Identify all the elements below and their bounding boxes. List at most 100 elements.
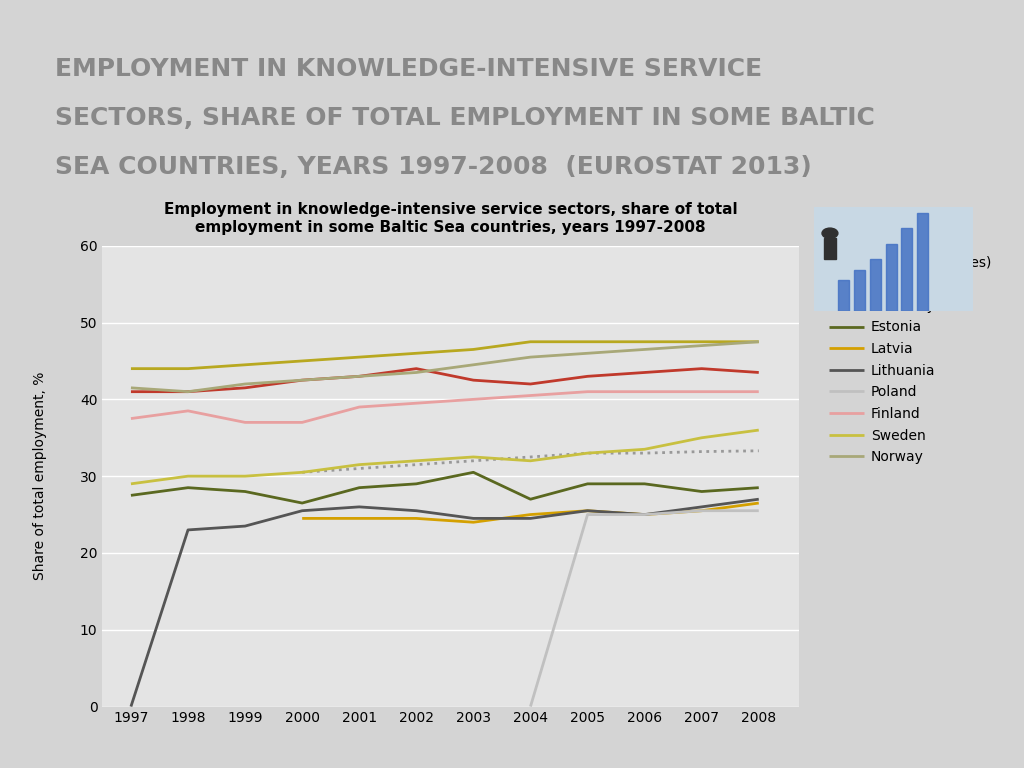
Estonia (296, 498, 308, 508)
Denmark (125, 387, 137, 396)
Line: Finland: Finland (131, 392, 759, 422)
Poland (582, 510, 594, 519)
Estonia (411, 479, 423, 488)
Poland (753, 506, 765, 515)
Germany (125, 364, 137, 373)
Line: Lithuania: Lithuania (131, 499, 759, 707)
Estonia (353, 483, 366, 492)
Bar (838, 280, 849, 311)
Lithuania (239, 521, 251, 531)
Finland (125, 414, 137, 423)
Latvia (639, 510, 651, 519)
Bar (869, 260, 881, 311)
Denmark (639, 368, 651, 377)
Finland (753, 387, 765, 396)
Line: Latvia: Latvia (302, 503, 759, 522)
Germany (467, 345, 479, 354)
Lithuania (182, 525, 195, 535)
Lithuania (411, 506, 423, 515)
Denmark (353, 372, 366, 381)
Latvia (695, 506, 708, 515)
EU (27 countries) (467, 456, 479, 465)
Norway (125, 383, 137, 392)
Norway (753, 337, 765, 346)
Estonia (467, 468, 479, 477)
Circle shape (822, 228, 838, 238)
Lithuania (524, 514, 537, 523)
Denmark (411, 364, 423, 373)
Estonia (125, 491, 137, 500)
Denmark (239, 383, 251, 392)
EU (27 countries) (695, 447, 708, 456)
Bar (886, 243, 897, 311)
Sweden (239, 472, 251, 481)
Latvia (411, 514, 423, 523)
Sweden (753, 425, 765, 435)
Sweden (125, 479, 137, 488)
Lithuania (639, 510, 651, 519)
Germany (411, 349, 423, 358)
Denmark (182, 387, 195, 396)
Lithuania (467, 514, 479, 523)
Germany (296, 356, 308, 366)
Lithuania (753, 495, 765, 504)
Norway (239, 379, 251, 389)
Poland (639, 510, 651, 519)
Text: EMPLOYMENT IN KNOWLEDGE-INTENSIVE SERVICE: EMPLOYMENT IN KNOWLEDGE-INTENSIVE SERVIC… (54, 57, 762, 81)
Finland (296, 418, 308, 427)
Sweden (639, 445, 651, 454)
Finland (582, 387, 594, 396)
Germany (353, 353, 366, 362)
Sweden (695, 433, 708, 442)
Line: Germany: Germany (131, 342, 759, 369)
Estonia (182, 483, 195, 492)
Finland (467, 395, 479, 404)
Latvia (296, 514, 308, 523)
Sweden (582, 449, 594, 458)
Latvia (582, 506, 594, 515)
Norway (524, 353, 537, 362)
Estonia (582, 479, 594, 488)
Bar (901, 228, 912, 311)
Denmark (582, 372, 594, 381)
EU (27 countries) (353, 464, 366, 473)
Norway (467, 360, 479, 369)
Estonia (753, 483, 765, 492)
Finland (695, 387, 708, 396)
Lithuania (296, 506, 308, 515)
Latvia (524, 510, 537, 519)
Denmark (467, 376, 479, 385)
EU (27 countries) (524, 452, 537, 462)
Line: EU (27 countries): EU (27 countries) (302, 451, 759, 472)
Y-axis label: Share of total employment, %: Share of total employment, % (33, 372, 47, 581)
Denmark (524, 379, 537, 389)
Germany (524, 337, 537, 346)
Germany (239, 360, 251, 369)
Line: Norway: Norway (131, 342, 759, 392)
Bar (918, 213, 929, 311)
Denmark (695, 364, 708, 373)
EU (27 countries) (753, 446, 765, 455)
Finland (524, 391, 537, 400)
Finland (411, 399, 423, 408)
Poland (695, 506, 708, 515)
Norway (182, 387, 195, 396)
Poland (524, 702, 537, 711)
Finland (182, 406, 195, 415)
Text: SECTORS, SHARE OF TOTAL EMPLOYMENT IN SOME BALTIC: SECTORS, SHARE OF TOTAL EMPLOYMENT IN SO… (54, 106, 874, 130)
Bar (854, 270, 865, 311)
Legend: EU (27 countries), Denmark, Germany, Estonia, Latvia, Lithuania, Poland, Finland: EU (27 countries), Denmark, Germany, Est… (826, 253, 994, 467)
Lithuania (125, 702, 137, 711)
Sweden (467, 452, 479, 462)
EU (27 countries) (582, 449, 594, 458)
Denmark (753, 368, 765, 377)
Lithuania (582, 506, 594, 515)
Germany (182, 364, 195, 373)
Norway (695, 341, 708, 350)
Sweden (296, 468, 308, 477)
Bar (823, 238, 837, 260)
Sweden (182, 472, 195, 481)
Germany (695, 337, 708, 346)
Sweden (411, 456, 423, 465)
Germany (582, 337, 594, 346)
